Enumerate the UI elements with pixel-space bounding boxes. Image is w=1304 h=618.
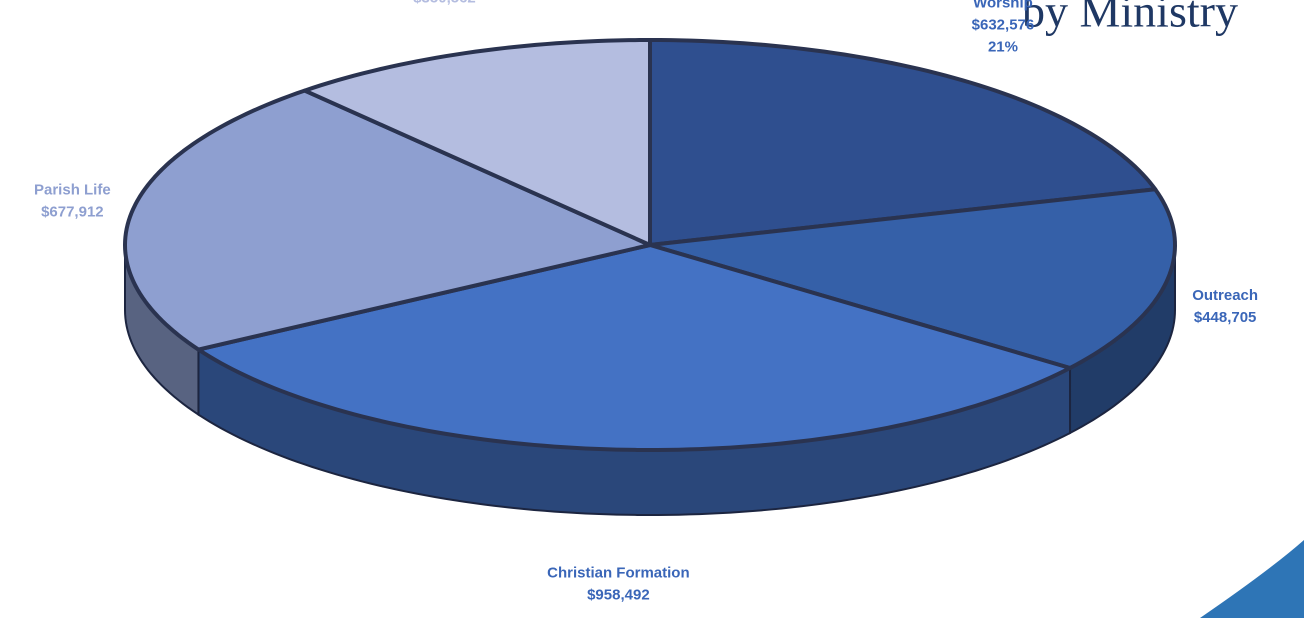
data-label-value: $448,705 [1194,309,1257,326]
data-label-name: Worship [973,0,1033,12]
data-label-name: Outreach [1192,287,1258,304]
data-label-value: $958,492 [587,586,650,603]
data-label-value: $350,562 [413,0,476,6]
data-label-value: $677,912 [41,203,104,220]
pie-slice [196,243,1073,452]
data-label-value: 21% [988,39,1018,56]
data-label-name: Parish Life [34,181,111,198]
pie-slice [123,88,652,352]
pie-slice [648,38,1158,247]
decor-swoosh [1200,540,1304,618]
pie-slice [302,38,652,247]
data-label-name: Christian Formation [547,564,690,581]
data-label-value: $632,576 [972,17,1035,34]
pie-slice [648,187,1177,370]
chart-title: by Ministry [1022,0,1238,37]
